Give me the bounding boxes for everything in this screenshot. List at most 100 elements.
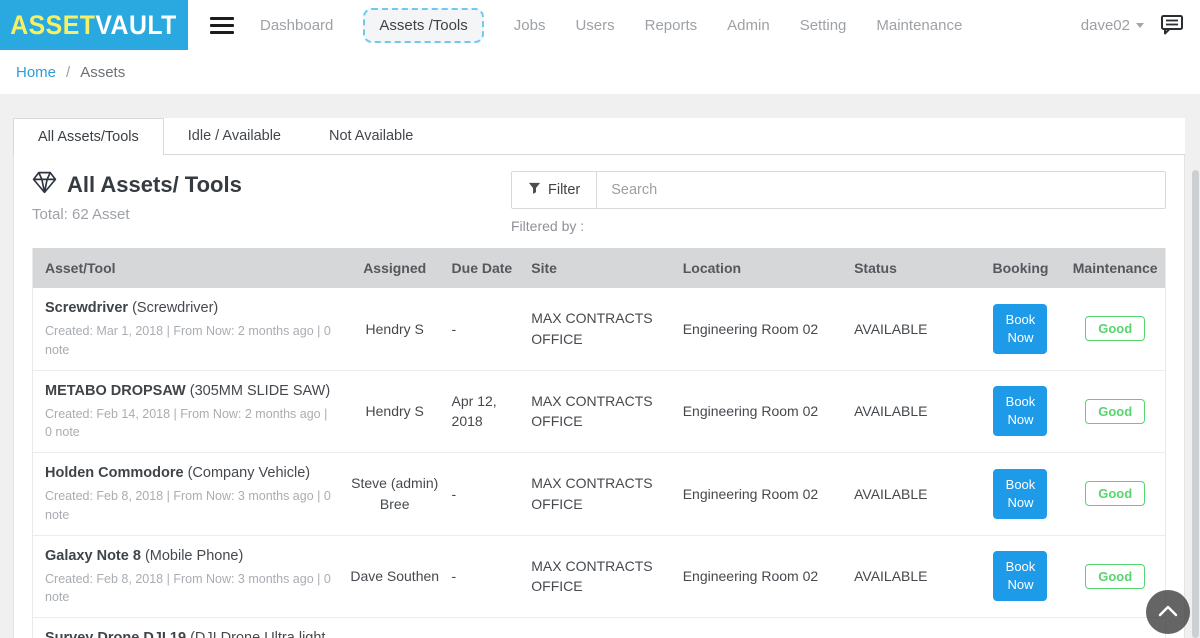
asset-meta: Created: Feb 14, 2018 | From Now: 2 mont…: [45, 405, 332, 443]
filter-button[interactable]: Filter: [512, 172, 597, 208]
breadcrumb-current: Assets: [80, 64, 125, 81]
asset-tool-cell: Holden Commodore (Company Vehicle) Creat…: [33, 453, 344, 535]
due-date-cell: -: [446, 474, 526, 514]
messages-icon[interactable]: [1160, 14, 1184, 36]
tab-label: Not Available: [329, 128, 413, 144]
logo-text: ASSETVAULT: [11, 10, 178, 41]
asset-meta: Created: Feb 8, 2018 | From Now: 3 month…: [45, 487, 332, 525]
nav-item-admin[interactable]: Admin: [727, 17, 770, 34]
chevron-up-icon: [1158, 605, 1178, 620]
asset-meta: Created: Feb 8, 2018 | From Now: 3 month…: [45, 570, 332, 608]
nav-item-assets-tools[interactable]: Assets /Tools: [363, 8, 483, 43]
asset-name: Survey Drone DJI 19: [45, 630, 186, 638]
column-header-asset-tool: Asset/Tool: [33, 250, 344, 286]
maintenance-status-button[interactable]: Good: [1085, 399, 1145, 424]
logo-vault-text: VAULT: [96, 10, 177, 40]
nav-item-label: Maintenance: [876, 17, 962, 34]
assets-table: Asset/ToolAssignedDue DateSiteLocationSt…: [32, 248, 1166, 638]
asset-tool-cell: Screwdriver (Screwdriver) Created: Mar 1…: [33, 288, 344, 370]
nav-item-setting[interactable]: Setting: [800, 17, 847, 34]
booking-cell: Book Now: [976, 376, 1066, 446]
hamburger-menu-icon[interactable]: [210, 17, 234, 34]
filter-search-group: Filter: [511, 171, 1166, 209]
assigned-cell: Hendry S: [344, 391, 446, 431]
status-cell: AVAILABLE: [848, 391, 976, 431]
breadcrumb-home-link[interactable]: Home: [16, 64, 56, 81]
asset-name: Screwdriver: [45, 300, 128, 316]
location-cell: Engineering Room 02: [677, 556, 848, 596]
nav-links: Dashboard Assets /Tools Jobs Users Reports Ad…: [260, 8, 962, 43]
status-cell: AVAILABLE: [848, 309, 976, 349]
nav-item-label: Dashboard: [260, 17, 333, 34]
nav-item-label: Reports: [645, 17, 698, 34]
page-content: All Assets/Tools Idle / Available Not Avai…: [0, 94, 1200, 638]
column-header-site: Site: [525, 250, 676, 286]
total-count: Total: 62 Asset: [32, 206, 511, 223]
booking-cell: Book Now: [976, 294, 1066, 364]
site-cell: MAX CONTRACTS OFFICE: [525, 298, 676, 359]
asset-tool-cell: METABO DROPSAW (305MM SLIDE SAW) Created…: [33, 371, 344, 453]
tab-label: Idle / Available: [188, 128, 281, 144]
assets-card: All Assets/ Tools Total: 62 Asset Filter…: [13, 155, 1185, 638]
search-input[interactable]: [597, 172, 1165, 208]
maintenance-status-button[interactable]: Good: [1085, 316, 1145, 341]
nav-item-label: Assets /Tools: [379, 17, 467, 34]
maintenance-status-button[interactable]: Good: [1085, 481, 1145, 506]
nav-item-dashboard[interactable]: Dashboard: [260, 17, 333, 34]
asset-name: Galaxy Note 8: [45, 548, 141, 564]
maintenance-status-button[interactable]: Good: [1085, 564, 1145, 589]
column-header-location: Location: [677, 250, 848, 286]
location-cell: Engineering Room 02: [677, 309, 848, 349]
user-name: dave02: [1081, 17, 1130, 34]
nav-item-label: Jobs: [514, 17, 546, 34]
site-cell: MAX CONTRACTS OFFICE: [525, 381, 676, 442]
breadcrumb: Home / Assets: [0, 50, 1200, 94]
filtered-by-label: Filtered by :: [511, 218, 1166, 234]
scroll-top-button[interactable]: [1146, 590, 1190, 634]
column-header-maintenance: Maintenance: [1065, 250, 1165, 286]
status-cell: AVAILABLE: [848, 474, 976, 514]
table-row: METABO DROPSAW (305MM SLIDE SAW) Created…: [33, 370, 1165, 453]
booking-cell: Book Now: [976, 459, 1066, 529]
breadcrumb-separator: /: [66, 64, 70, 81]
due-date-cell: -: [446, 556, 526, 596]
column-header-booking: Booking: [976, 250, 1066, 286]
table-body: Screwdriver (Screwdriver) Created: Mar 1…: [33, 288, 1165, 638]
nav-item-label: Setting: [800, 17, 847, 34]
maintenance-cell: Good: [1065, 389, 1165, 434]
nav-item-users[interactable]: Users: [575, 17, 614, 34]
nav-item-jobs[interactable]: Jobs: [514, 17, 546, 34]
booking-cell: Book Now: [976, 634, 1066, 638]
table-row: Holden Commodore (Company Vehicle) Creat…: [33, 452, 1165, 535]
table-row: Galaxy Note 8 (Mobile Phone) Created: Fe…: [33, 535, 1165, 618]
tab-idle-available[interactable]: Idle / Available: [164, 118, 305, 154]
scrollbar-thumb[interactable]: [1192, 170, 1199, 638]
book-now-button[interactable]: Book Now: [993, 469, 1047, 519]
status-cell: AVAILABLE: [848, 556, 976, 596]
asset-name: Holden Commodore: [45, 465, 184, 481]
logo[interactable]: ASSETVAULT: [0, 0, 188, 50]
content-header: All Assets/ Tools Total: 62 Asset Filter…: [32, 171, 1166, 234]
site-cell: MAX CONTRACTS OFFICE: [525, 463, 676, 524]
tab-all-assets-tools[interactable]: All Assets/Tools: [13, 118, 164, 155]
gem-icon: [32, 171, 57, 199]
maintenance-cell: Good: [1065, 554, 1165, 599]
tab-not-available[interactable]: Not Available: [305, 118, 437, 154]
filter-button-label: Filter: [548, 182, 580, 198]
user-menu[interactable]: dave02: [1081, 17, 1144, 34]
nav-item-reports[interactable]: Reports: [645, 17, 698, 34]
title-block: All Assets/ Tools Total: 62 Asset: [32, 171, 511, 223]
nav-item-maintenance[interactable]: Maintenance: [876, 17, 962, 34]
assigned-cell: Hendry S: [344, 309, 446, 349]
table-row: Survey Drone DJI 19 (DJI Drone Ultra lig…: [33, 617, 1165, 638]
nav-item-label: Users: [575, 17, 614, 34]
assigned-cell: Dave Southen: [344, 556, 446, 596]
book-now-button[interactable]: Book Now: [993, 551, 1047, 601]
table-row: Screwdriver (Screwdriver) Created: Mar 1…: [33, 288, 1165, 370]
due-date-cell: Apr 12, 2018: [446, 381, 526, 442]
book-now-button[interactable]: Book Now: [993, 386, 1047, 436]
site-cell: MAX CONTRACTS OFFICE: [525, 546, 676, 607]
column-header-assigned: Assigned: [344, 250, 446, 286]
assigned-cell: Steve (admin) Bree: [344, 463, 446, 524]
book-now-button[interactable]: Book Now: [993, 304, 1047, 354]
